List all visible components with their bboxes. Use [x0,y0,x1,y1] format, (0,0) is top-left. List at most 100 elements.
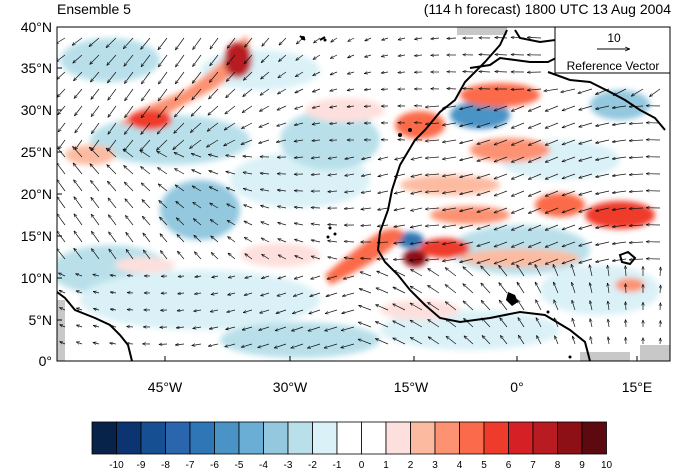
wind-vector-arrow [410,337,423,345]
wind-vector-arrow [58,122,66,132]
wind-vector-arrow [193,37,202,50]
wind-vector-arrow [553,300,559,311]
wind-vector-arrow [244,221,253,226]
wind-vector-arrow [107,71,117,83]
wind-vector-arrow [193,54,202,67]
wind-vector-arrow [110,275,117,276]
wind-vector-arrow [446,336,457,345]
wind-vector-arrow [175,344,185,345]
wind-vector-arrow [494,190,508,196]
wind-vector-arrow [459,241,474,245]
wind-vector-arrow [477,241,491,246]
wind-vector-arrow [376,287,389,294]
wind-vector-arrow [228,237,236,243]
wind-vector-arrow [311,256,321,260]
wind-vector-arrow [394,224,406,227]
wind-vector-arrow [141,71,151,84]
wind-vector-arrow [192,88,202,100]
wind-vector-arrow [561,88,576,92]
wind-vector-arrow [74,248,83,260]
wind-vector-arrow [91,197,100,209]
negative-anomaly-patch [590,90,650,120]
wind-vector-arrow [590,318,592,328]
wind-vector-arrow [511,224,525,231]
wind-vector-arrow [463,284,474,294]
wind-vector-arrow [511,241,525,248]
wind-vector-arrow [381,55,389,57]
wind-vector-arrow [330,89,338,91]
wind-vector-arrow [142,199,151,209]
colorbar-label: -6 [210,460,219,471]
wind-vector-arrow [612,139,627,142]
wind-vector-arrow [595,173,610,177]
wind-vector-arrow [211,252,219,260]
wind-vector-arrow [442,190,457,193]
wind-vector-arrow [243,188,253,192]
colorbar-swatch [165,421,191,455]
wind-vector-arrow [344,191,355,192]
wind-vector-arrow [245,254,253,260]
wind-vector-arrow [477,156,491,161]
wind-vector-arrow [126,232,134,243]
wind-vector-arrow [295,71,304,77]
wind-vector-arrow [378,156,389,160]
wind-vector-arrow [381,72,389,73]
colorbar-label: -1 [333,460,342,471]
wind-vector-arrow [463,89,474,90]
wind-vector-arrow [511,173,525,180]
wind-vector-arrow [562,173,576,179]
wind-vector-arrow [76,325,83,327]
wind-vector-arrow [192,344,202,346]
wind-vector-arrow [227,220,236,226]
wind-vector-arrow [159,200,168,209]
wind-vector-arrow [459,105,474,109]
colorbar-swatch [508,421,534,455]
wind-vector-arrow [243,204,253,209]
wind-vector-arrow [225,155,236,157]
positive-anomaly-patch [420,238,470,258]
wind-vector-arrow [294,275,304,279]
wind-vector-arrow [57,88,66,97]
wind-vector-arrow [562,139,576,145]
wind-vector-arrow [612,173,627,176]
wind-vector-arrow [511,139,525,146]
wind-vector-arrow [330,54,338,59]
wind-vector-arrow [358,322,372,328]
wind-vector-arrow [125,215,134,226]
wind-vector-arrow [527,37,542,38]
positive-anomaly-patch [585,201,655,229]
wind-vector-arrow [481,266,491,277]
wind-vector-arrow [649,88,661,97]
wind-vector-arrow [612,207,627,210]
wind-vector-arrow [279,37,287,45]
wind-vector-arrow [93,342,100,344]
wind-vector-arrow [377,207,389,210]
wind-vector-arrow [59,289,66,294]
wind-vector-arrow [612,241,627,244]
wind-vector-arrow [93,291,100,293]
wind-vector-arrow [313,71,321,77]
wind-vector-arrow [425,106,440,107]
wind-vector-arrow [378,173,389,177]
wind-vector-arrow [57,37,66,44]
wind-vector-arrow [327,275,338,279]
wind-vector-arrow [428,319,440,328]
wind-vector-arrow [427,302,440,311]
wind-vector-arrow [242,326,253,330]
wind-vector-arrow [89,37,100,47]
wind-vector-arrow [106,37,117,48]
wind-vector-arrow [361,225,372,226]
wind-vector-arrow [463,72,474,73]
positive-anomaly-patch [305,98,385,122]
wind-vector-arrow [261,254,270,260]
positive-anomaly-patch [460,249,580,267]
wind-vector-arrow [292,309,304,314]
wind-vector-arrow [176,201,185,209]
wind-vector-arrow [608,319,609,328]
wind-vector-arrow [259,122,270,128]
wind-vector-arrow [528,224,542,231]
wind-vector-arrow [428,337,440,345]
wind-vector-arrow [226,326,236,330]
plot-title-left: Ensemble 5 [57,1,131,17]
wind-vector-arrow [459,139,474,143]
